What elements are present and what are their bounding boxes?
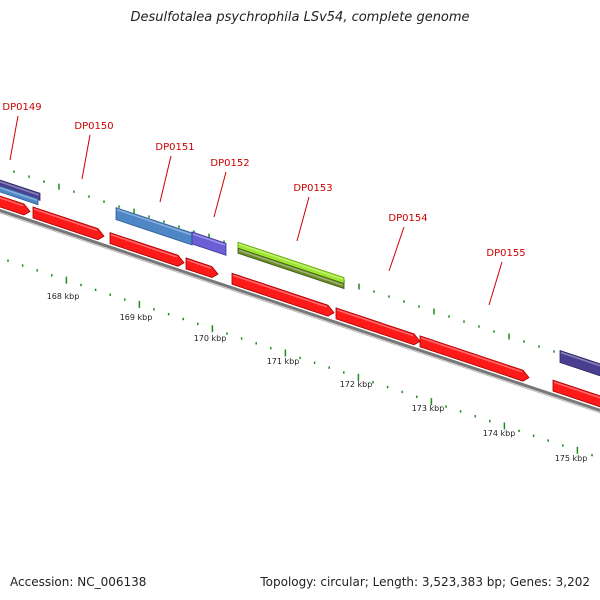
cds-feature-darkpurple-a-highlight <box>0 180 40 196</box>
accession-text: Accession: NC_006138 <box>10 575 147 589</box>
gene-labels: DP0149 DP0150 DP0151 DP0152 DP0153 DP0154 DP01… <box>2 102 526 306</box>
kbp-label: 175 kbp <box>555 454 588 463</box>
cds-feature-darkpurple-a <box>0 179 41 201</box>
forward-gene-6-highlight <box>336 309 414 337</box>
gene-label-dp0155: DP0155 <box>486 248 525 259</box>
kbp-label: 172 kbp <box>340 380 373 389</box>
gene-label-leader <box>9 115 19 161</box>
cds-feature-purple-b <box>191 231 227 256</box>
cds-feature-purple-b-body <box>191 231 227 256</box>
kbp-label: 173 kbp <box>412 404 445 413</box>
forward-gene-3 <box>109 232 185 267</box>
gene-label-leader <box>388 226 405 272</box>
cds-feature-darkpurple-b-highlight <box>560 351 600 367</box>
forward-gene-4 <box>185 257 219 279</box>
gene-label-leader <box>213 171 227 218</box>
cds-feature-green-highlight <box>238 243 344 280</box>
forward-gene-6-body <box>335 307 421 346</box>
gene-label-leader <box>81 134 91 180</box>
kbp-label: 171 kbp <box>267 357 300 366</box>
cds-feature-purple-b-highlight <box>192 233 226 246</box>
forward-gene-8 <box>552 379 600 408</box>
cds-feature-blue-a-highlight <box>0 186 38 202</box>
forward-gene-2-highlight <box>33 208 98 232</box>
kbp-label: 170 kbp <box>194 334 227 343</box>
cds-feature-olive-body <box>237 247 345 290</box>
gene-label-dp0151: DP0151 <box>155 142 194 153</box>
forward-gene-7 <box>419 335 530 382</box>
forward-gene-4-body <box>185 257 219 279</box>
kbp-label: 169 kbp <box>120 313 153 322</box>
gene-features <box>0 179 600 408</box>
forward-gene-7-highlight <box>420 337 523 373</box>
kbp-label: 174 kbp <box>483 429 516 438</box>
forward-gene-6 <box>335 307 421 346</box>
cds-feature-blue-b-body <box>115 207 193 246</box>
genome-backbone <box>0 208 600 414</box>
gene-label-leader <box>159 155 172 203</box>
forward-gene-4-highlight <box>186 259 212 269</box>
forward-gene-5-body <box>231 272 335 317</box>
genome-summary-text: Topology: circular; Length: 3,523,383 bp… <box>260 575 590 589</box>
gene-label-dp0153: DP0153 <box>293 183 332 194</box>
gene-label-dp0150: DP0150 <box>74 121 113 132</box>
cds-feature-blue-b <box>115 207 193 246</box>
forward-gene-1-body <box>0 195 31 216</box>
gene-label-leader <box>296 196 310 242</box>
cds-feature-blue-a-body <box>0 185 39 206</box>
forward-gene-1 <box>0 195 31 216</box>
map-title: Desulfotalea psychrophila LSv54, complet… <box>130 10 470 25</box>
backbone-line <box>0 208 600 412</box>
forward-gene-2 <box>32 206 105 241</box>
forward-gene-7-body <box>419 335 530 382</box>
forward-gene-2-body <box>32 206 105 241</box>
gene-label-dp0149: DP0149 <box>2 102 41 113</box>
cds-feature-darkpurple-b <box>559 349 600 377</box>
cds-feature-olive <box>237 247 345 290</box>
forward-gene-3-highlight <box>110 233 178 258</box>
kbp-tick-marks <box>7 259 593 457</box>
kbp-label: 168 kbp <box>47 292 80 301</box>
cds-feature-blue-a <box>0 185 39 206</box>
backbone-shadow <box>0 212 600 414</box>
forward-gene-8-highlight <box>553 381 600 399</box>
forward-gene-8-body <box>552 379 600 408</box>
forward-gene-3-body <box>109 232 185 267</box>
cds-feature-darkpurple-a-body <box>0 179 41 201</box>
gene-label-dp0154: DP0154 <box>388 213 427 224</box>
cds-feature-blue-b-highlight <box>116 208 192 236</box>
cds-feature-olive-highlight <box>238 249 344 286</box>
forward-gene-5-highlight <box>232 274 328 308</box>
gene-label-dp0152: DP0152 <box>210 158 249 169</box>
gene-label-leader <box>488 261 503 306</box>
kbp-labels: 168 kbp 169 kbp 170 kbp 171 kbp 172 kbp 173 k… <box>47 292 588 463</box>
forward-gene-1-highlight <box>0 197 24 207</box>
cds-feature-darkpurple-b-body <box>559 349 600 377</box>
forward-gene-5 <box>231 272 335 317</box>
